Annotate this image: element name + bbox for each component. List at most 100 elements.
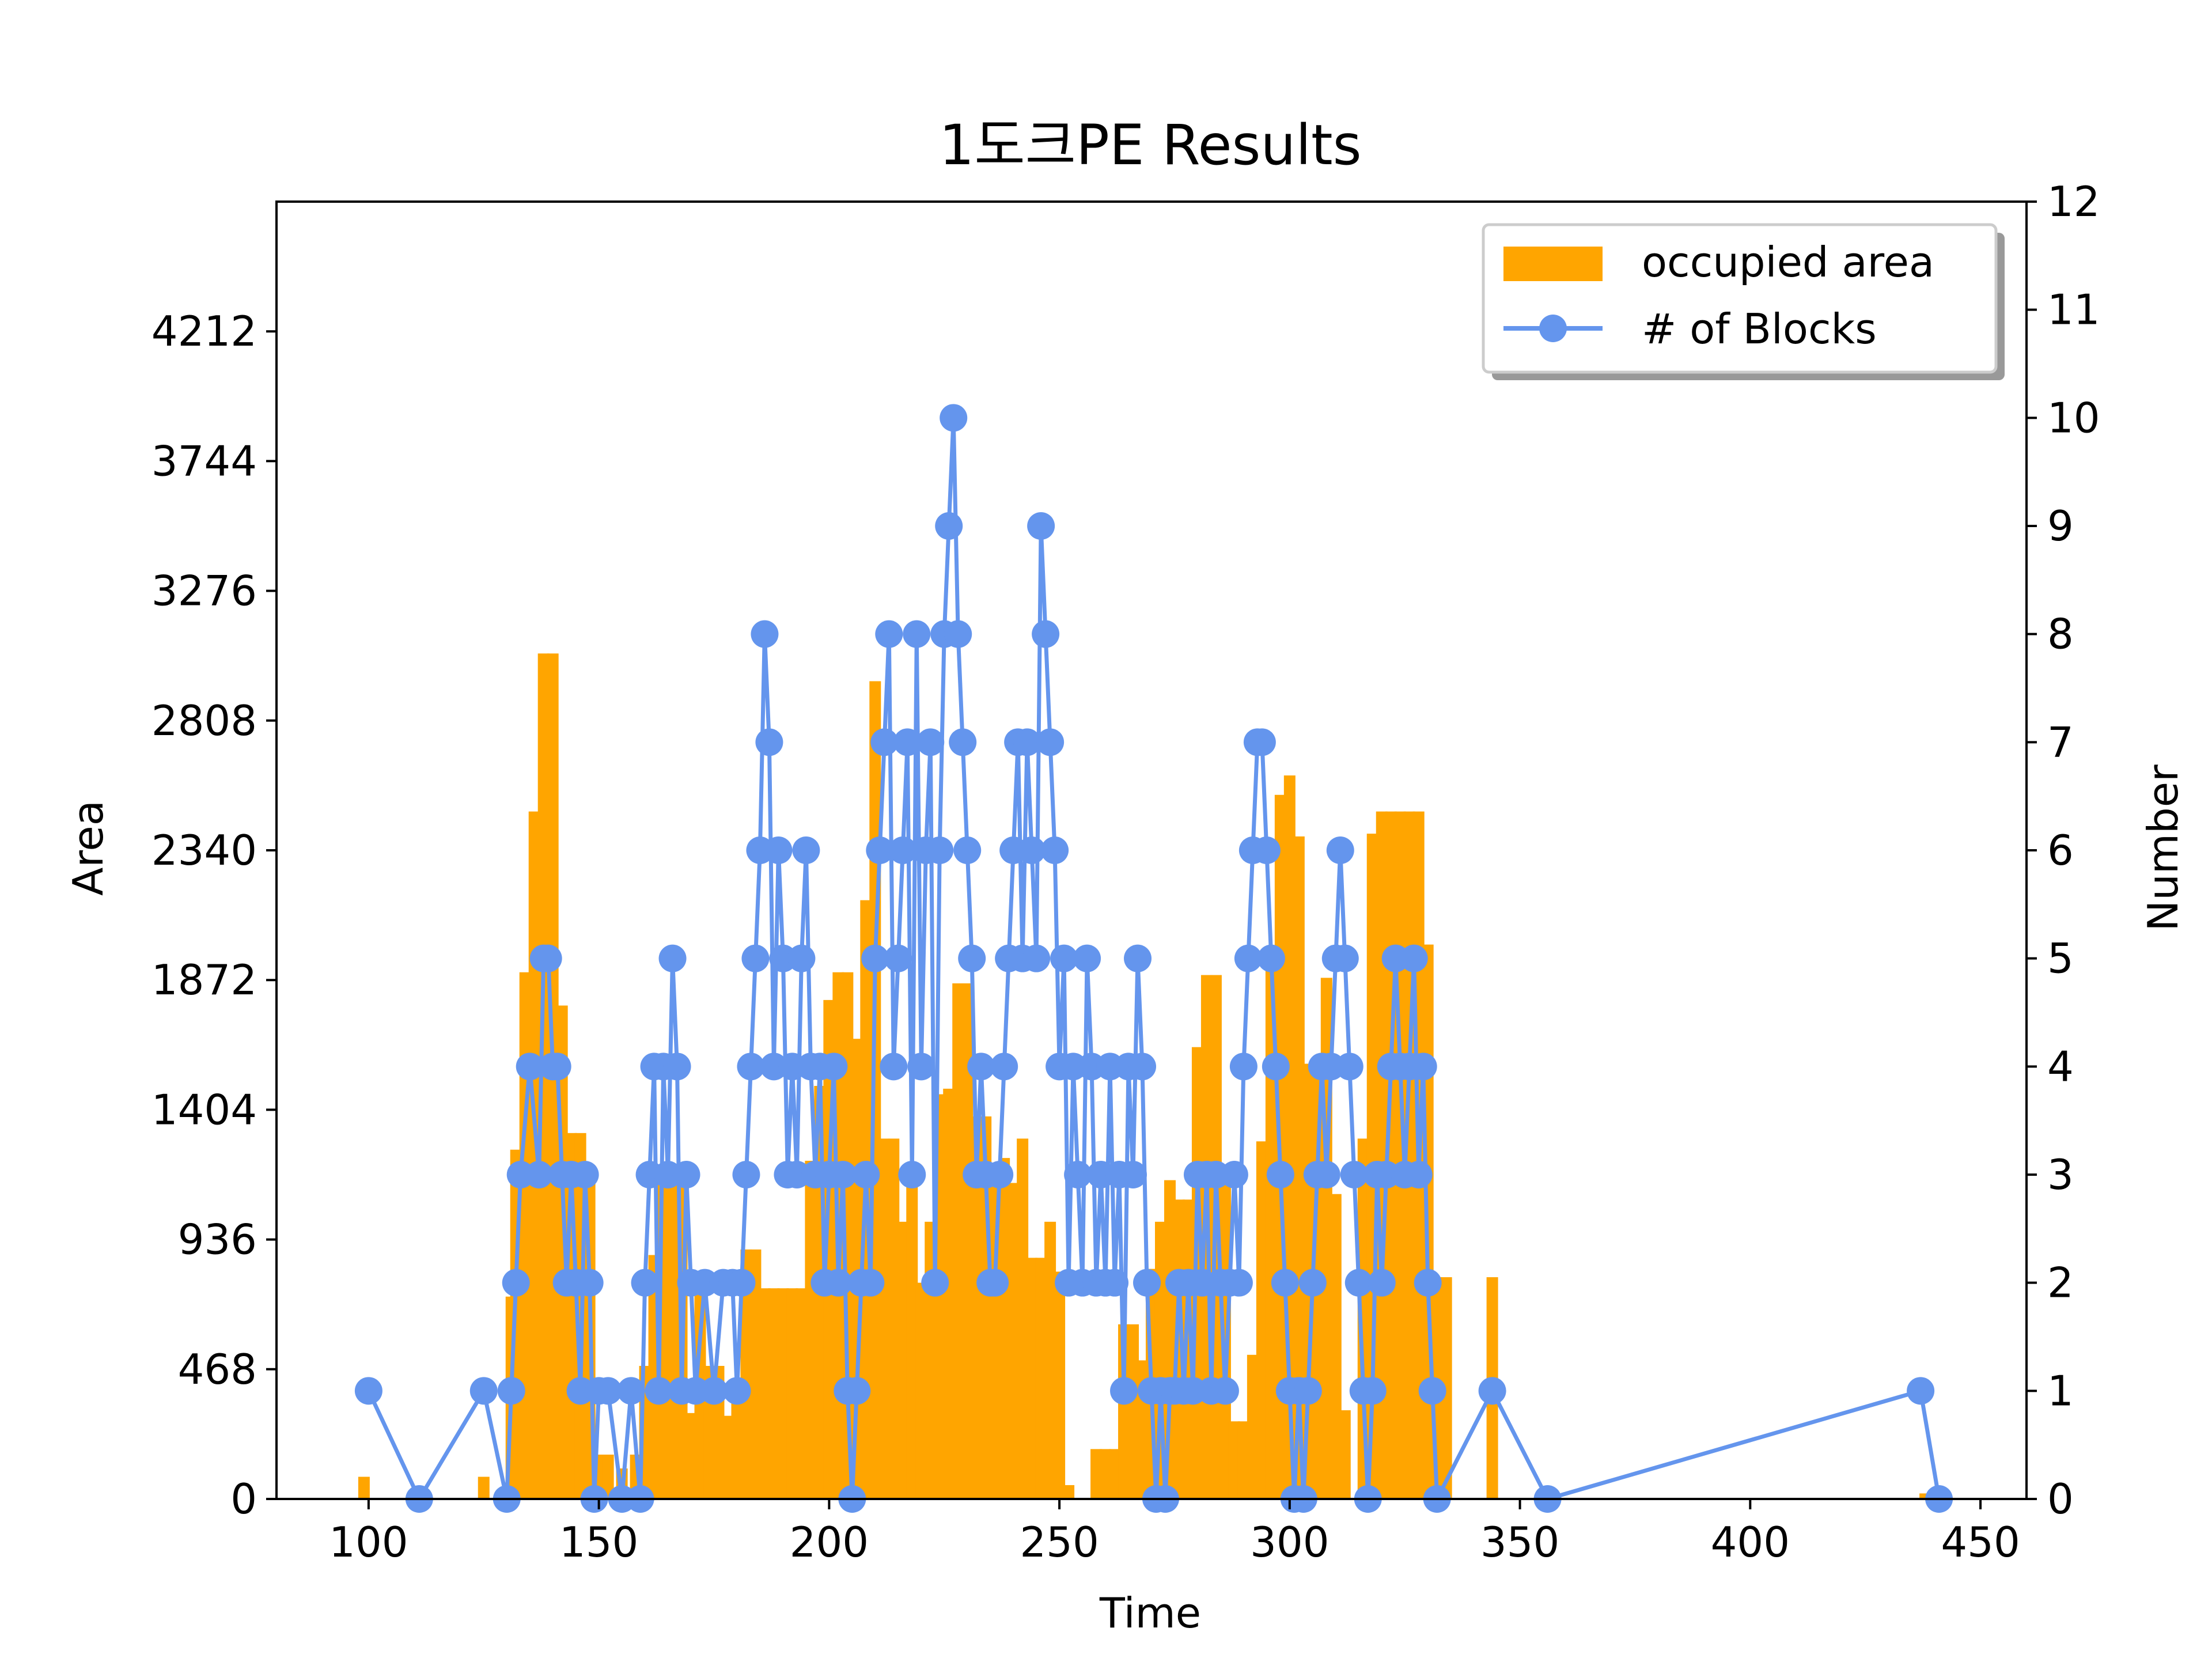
blocks-point <box>1294 1377 1322 1405</box>
blocks-point <box>1335 1053 1363 1081</box>
y-left-tick-label: 2808 <box>151 696 257 745</box>
y-right-tick-label: 10 <box>2047 393 2100 442</box>
blocks-point <box>1128 1053 1157 1081</box>
blocks-point <box>880 1053 908 1081</box>
blocks-point <box>737 1053 765 1081</box>
blocks-point <box>1211 1377 1239 1405</box>
blocks-point <box>907 1053 935 1081</box>
blocks-point <box>525 1161 553 1188</box>
blocks-line-layer <box>354 404 1953 1513</box>
x-axis-label: Time <box>1099 1589 1201 1637</box>
blocks-point <box>1266 1161 1294 1188</box>
area-bar <box>1293 836 1305 1499</box>
blocks-point <box>502 1269 530 1297</box>
y-right-tick-label: 3 <box>2047 1150 2074 1199</box>
y-right-tick-label: 12 <box>2047 177 2100 226</box>
y-right-tick-label: 6 <box>2047 826 2074 874</box>
blocks-point <box>1013 728 1041 756</box>
area-bar <box>842 972 854 1499</box>
blocks-point <box>1478 1377 1506 1405</box>
blocks-point <box>672 1161 700 1188</box>
legend-area-swatch <box>1503 247 1603 281</box>
blocks-point <box>1050 944 1078 972</box>
area-bar <box>998 1158 1010 1499</box>
blocks-point <box>543 1053 571 1081</box>
blocks-point <box>1248 728 1276 756</box>
blocks-point <box>1041 836 1069 864</box>
x-tick-label: 150 <box>559 1518 638 1566</box>
area-bar <box>1026 1258 1038 1499</box>
blocks-point <box>866 836 894 864</box>
blocks-point <box>631 1269 659 1297</box>
legend-blocks-label: # of Blocks <box>1642 305 1877 353</box>
blocks-point <box>1101 1269 1129 1297</box>
legend: occupied area # of Blocks <box>1482 223 2005 380</box>
area-bar <box>685 1413 697 1499</box>
blocks-point <box>741 944 770 972</box>
area-bar <box>1237 1421 1249 1499</box>
area-bar <box>1376 811 1388 1499</box>
blocks-point <box>1400 944 1428 972</box>
blocks-point <box>1064 1161 1092 1188</box>
blocks-point <box>829 1161 857 1188</box>
blocks-point <box>870 728 899 756</box>
area-bar <box>1054 1271 1066 1499</box>
blocks-point <box>1124 944 1152 972</box>
y-left-tick-label: 1404 <box>151 1085 257 1134</box>
area-bar <box>1247 1354 1259 1499</box>
y-axis-right-label: Number <box>2139 764 2187 932</box>
blocks-point <box>1907 1377 1935 1405</box>
y-left-tick-label: 0 <box>230 1475 257 1523</box>
area-bar <box>777 1288 789 1499</box>
blocks-point <box>617 1377 645 1405</box>
area-bar <box>961 983 974 1499</box>
blocks-point <box>497 1377 525 1405</box>
blocks-point <box>1032 620 1060 648</box>
legend-blocks-marker <box>1539 315 1567 342</box>
area-bar <box>1118 1324 1130 1499</box>
y-left-tick-label: 4212 <box>151 307 257 355</box>
blocks-point <box>981 1269 1009 1297</box>
y-axis-left-label: Area <box>64 800 112 896</box>
area-bar <box>602 1455 614 1499</box>
area-bar <box>897 1221 909 1499</box>
area-bar <box>1044 1221 1056 1499</box>
blocks-point <box>949 728 977 756</box>
y-right-tick-label: 7 <box>2047 718 2074 766</box>
legend-box <box>1482 223 1998 374</box>
blocks-point <box>1027 512 1055 540</box>
blocks-point <box>594 1377 622 1405</box>
blocks-point <box>732 1161 760 1188</box>
blocks-point <box>787 944 816 972</box>
blocks-point <box>898 1161 926 1188</box>
blocks-point <box>875 620 903 648</box>
blocks-point <box>751 620 779 648</box>
blocks-point <box>1404 1161 1433 1188</box>
blocks-point <box>857 1269 885 1297</box>
blocks-point <box>944 620 972 648</box>
blocks-point <box>755 728 783 756</box>
area-bar <box>666 1177 679 1499</box>
y-left-tick-label: 3744 <box>151 437 257 485</box>
blocks-point <box>1257 944 1285 972</box>
area-bar <box>1228 1421 1240 1499</box>
blocks-point <box>926 836 954 864</box>
blocks-point <box>1036 728 1065 756</box>
blocks-point <box>1234 944 1262 972</box>
area-bar <box>740 1249 752 1499</box>
area-bar <box>1330 1194 1342 1499</box>
blocks-point <box>1326 836 1354 864</box>
y-right-tick-label: 1 <box>2047 1366 2074 1415</box>
blocks-point <box>792 836 820 864</box>
area-bar <box>1256 1141 1268 1499</box>
blocks-point <box>1312 1161 1340 1188</box>
blocks-point <box>1418 1377 1446 1405</box>
y-left-tick-label: 2340 <box>151 826 257 874</box>
blocks-point <box>1262 1053 1290 1081</box>
blocks-point <box>1344 1269 1373 1297</box>
x-tick-label: 350 <box>1480 1518 1559 1566</box>
blocks-point <box>723 1377 751 1405</box>
x-tick-label: 200 <box>790 1518 869 1566</box>
